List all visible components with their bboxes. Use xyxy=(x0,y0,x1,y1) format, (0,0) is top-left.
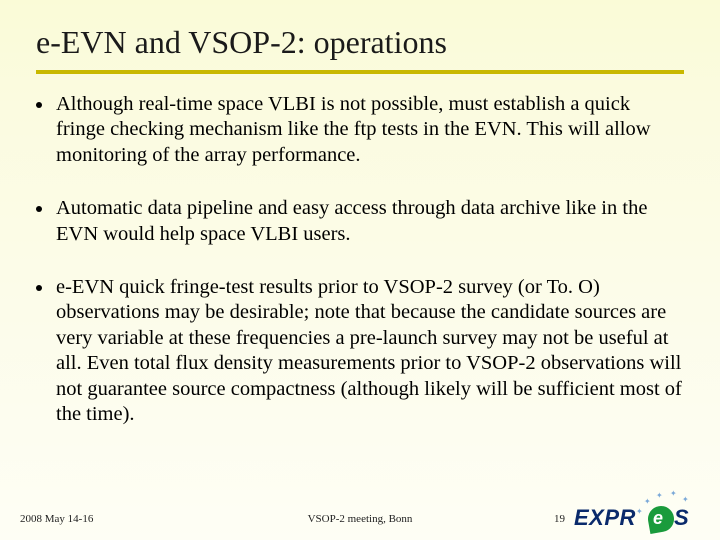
slide-body: Although real-time space VLBI is not pos… xyxy=(36,92,684,455)
slide-title: e-EVN and VSOP-2: operations xyxy=(36,24,684,61)
slide: e-EVN and VSOP-2: operations Although re… xyxy=(0,0,720,540)
footer-meeting: VSOP-2 meeting, Bonn xyxy=(308,513,413,525)
footer-date: 2008 May 14-16 xyxy=(20,513,93,525)
bullet-text: e-EVN quick fringe-test results prior to… xyxy=(56,275,684,427)
title-underline xyxy=(36,70,684,74)
logo-text-expr: EXPR xyxy=(574,505,636,531)
logo-text-s: S xyxy=(674,505,689,531)
footer-page-number: 19 xyxy=(554,513,565,525)
expres-logo: ✦ ✦ ✦ ✦ ✦ EXPR e S xyxy=(570,498,700,534)
logo-e-letter: e xyxy=(653,508,663,529)
bullet-dot-icon xyxy=(36,206,42,212)
bullet-text: Although real-time space VLBI is not pos… xyxy=(56,92,684,168)
bullet-text: Automatic data pipeline and easy access … xyxy=(56,196,684,247)
bullet-item: e-EVN quick fringe-test results prior to… xyxy=(36,275,684,427)
bullet-dot-icon xyxy=(36,285,42,291)
slide-footer: 2008 May 14-16 VSOP-2 meeting, Bonn 19 ✦… xyxy=(20,506,700,532)
bullet-dot-icon xyxy=(36,102,42,108)
bullet-item: Automatic data pipeline and easy access … xyxy=(36,196,684,247)
bullet-item: Although real-time space VLBI is not pos… xyxy=(36,92,684,168)
